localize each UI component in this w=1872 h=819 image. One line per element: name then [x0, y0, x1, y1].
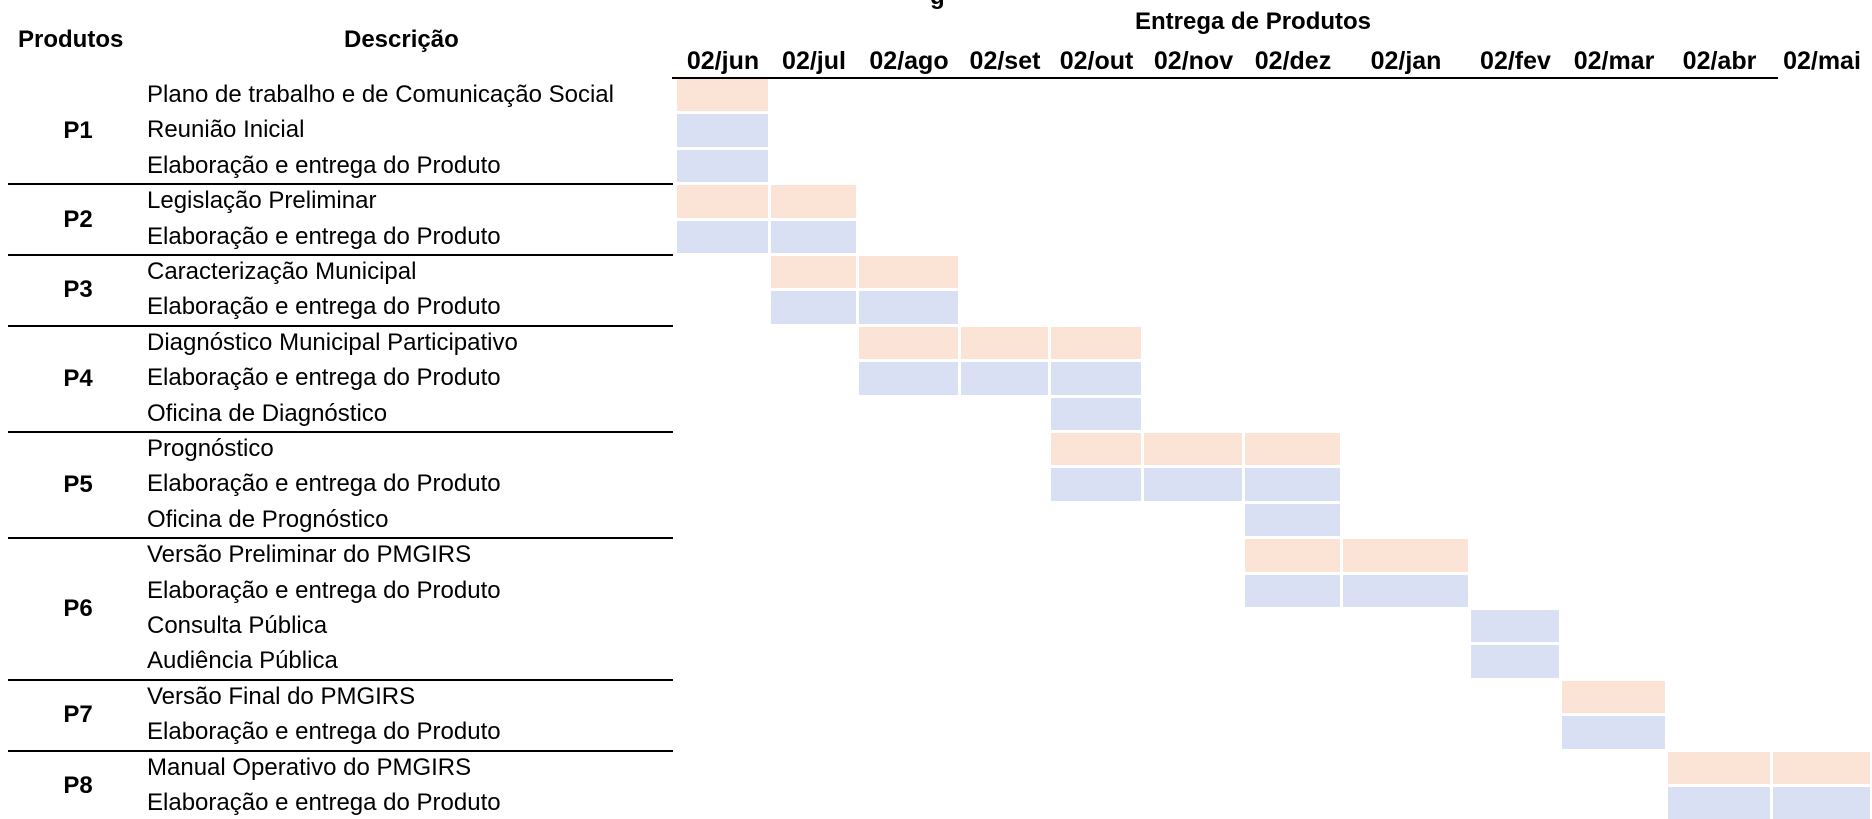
- gantt-cell-p2-02-jul: [771, 220, 856, 253]
- product-separator: [8, 537, 673, 540]
- product-id-p4: P4: [63, 364, 93, 392]
- month-label-02-out: 02/out: [1059, 47, 1134, 75]
- gantt-cell-p8-02-mai: [1773, 751, 1870, 784]
- task-label: Elaboração e entrega do Produto: [147, 222, 501, 250]
- gantt-cell-p5-02-nov: [1144, 433, 1242, 466]
- task-label: Elaboração e entrega do Produto: [147, 293, 501, 321]
- title-clipped: g: [930, 0, 945, 9]
- gantt-cell-p4-02-out: [1051, 362, 1141, 395]
- gantt-cell-p7-02-mar: [1562, 716, 1665, 749]
- task-label: Elaboração e entrega do Produto: [147, 364, 501, 392]
- gantt-cell-p8-02-abr: [1668, 751, 1770, 784]
- gantt-cell-p5-02-dez: [1245, 433, 1340, 466]
- gantt-cell-p6-02-fev: [1471, 645, 1559, 678]
- task-label: Consulta Pública: [147, 612, 328, 639]
- product-separator: [8, 678, 673, 681]
- product-separator: [8, 254, 673, 256]
- task-label: Elaboração e entrega do Produto: [147, 151, 501, 179]
- gantt-cell-p6-02-dez: [1245, 574, 1340, 607]
- product-id-p8: P8: [63, 772, 93, 799]
- product-id-p6: P6: [63, 595, 93, 622]
- product-id-p2: P2: [63, 205, 93, 233]
- gantt-cell-p6-02-fev: [1471, 610, 1559, 643]
- task-label: Elaboração e entrega do Produto: [147, 470, 501, 498]
- gantt-cell-p4-02-ago: [859, 326, 958, 360]
- gantt-cell-p1-02-jun: [677, 114, 768, 147]
- task-label: Versão Preliminar do PMGIRS: [147, 541, 472, 569]
- gantt-cell-p4-02-out: [1051, 326, 1141, 360]
- x-axis-title: Entrega de Produtos: [1135, 8, 1372, 35]
- task-label: Plano de trabalho e de Comunicação Socia…: [147, 81, 614, 108]
- gantt-cell-p5-02-nov: [1144, 468, 1242, 501]
- task-label: Diagnóstico Municipal Participativo: [147, 328, 518, 356]
- description-column-header: Descrição: [344, 26, 459, 53]
- task-label: Legislação Preliminar: [147, 187, 377, 215]
- task-label: Oficina de Diagnóstico: [147, 399, 388, 427]
- task-label: Versão Final do PMGIRS: [147, 682, 416, 710]
- month-label-02-jan: 02/jan: [1370, 47, 1442, 75]
- gantt-cell-p5-02-dez: [1245, 503, 1340, 537]
- gantt-cell-p1-02-jun: [677, 79, 768, 112]
- products-column-header: Produtos: [18, 26, 124, 53]
- product-id-p5: P5: [63, 471, 93, 499]
- month-label-02-mar: 02/mar: [1573, 47, 1655, 75]
- product-separator: [8, 431, 673, 433]
- month-label-02-jul: 02/jul: [782, 47, 846, 75]
- gantt-cell-p3-02-ago: [859, 256, 958, 289]
- product-separator: [8, 324, 673, 327]
- gantt-cell-p3-02-jul: [771, 291, 856, 324]
- month-label-02-fev: 02/fev: [1480, 47, 1551, 75]
- product-id-p3: P3: [63, 276, 93, 304]
- product-id-p1: P1: [63, 117, 93, 145]
- task-label: Caracterização Municipal: [147, 258, 417, 285]
- month-label-02-abr: 02/abr: [1682, 47, 1757, 75]
- gantt-cell-p1-02-jun: [677, 149, 768, 183]
- month-label-02-ago: 02/ago: [869, 47, 949, 75]
- gantt-cell-p2-02-jul: [771, 185, 856, 218]
- gantt-cell-p3-02-ago: [859, 291, 958, 324]
- task-label: Prognóstico: [147, 435, 274, 462]
- month-label-02-set: 02/set: [969, 47, 1041, 75]
- task-label: Audiência Pública: [147, 647, 338, 675]
- gantt-cell-p6-02-jan: [1343, 574, 1468, 607]
- gantt-cell-p4-02-set: [961, 362, 1048, 395]
- gantt-cell-p8-02-abr: [1668, 787, 1770, 819]
- gantt-cell-p5-02-out: [1051, 468, 1141, 501]
- gantt-cell-p3-02-jul: [771, 256, 856, 289]
- task-label: Manual Operativo do PMGIRS: [147, 753, 472, 781]
- gantt-cell-p7-02-mar: [1562, 680, 1665, 714]
- gantt-cell-p6-02-dez: [1245, 539, 1340, 572]
- header-underline: [672, 77, 1778, 79]
- product-separator: [8, 183, 673, 186]
- gantt-cell-p5-02-out: [1051, 433, 1141, 466]
- task-label: Elaboração e entrega do Produto: [147, 789, 501, 816]
- task-label: Elaboração e entrega do Produto: [147, 576, 501, 604]
- month-label-02-dez: 02/dez: [1254, 47, 1332, 75]
- gantt-cell-p8-02-mai: [1773, 787, 1870, 819]
- month-label-02-nov: 02/nov: [1153, 47, 1234, 75]
- gantt-cell-p4-02-out: [1051, 397, 1141, 430]
- gantt-cell-p5-02-dez: [1245, 468, 1340, 501]
- gantt-cell-p4-02-set: [961, 326, 1048, 360]
- task-label: Elaboração e entrega do Produto: [147, 718, 501, 746]
- gantt-cell-p2-02-jun: [677, 220, 768, 253]
- month-label-02-mai: 02/mai: [1783, 47, 1861, 75]
- gantt-cell-p2-02-jun: [677, 185, 768, 218]
- gantt-cell-p4-02-ago: [859, 362, 958, 395]
- task-label: Reunião Inicial: [147, 116, 305, 144]
- task-label: Oficina de Prognóstico: [147, 505, 389, 533]
- product-separator: [8, 749, 673, 752]
- month-label-02-jun: 02/jun: [686, 47, 760, 75]
- product-id-p7: P7: [63, 701, 93, 729]
- gantt-cell-p6-02-jan: [1343, 539, 1468, 572]
